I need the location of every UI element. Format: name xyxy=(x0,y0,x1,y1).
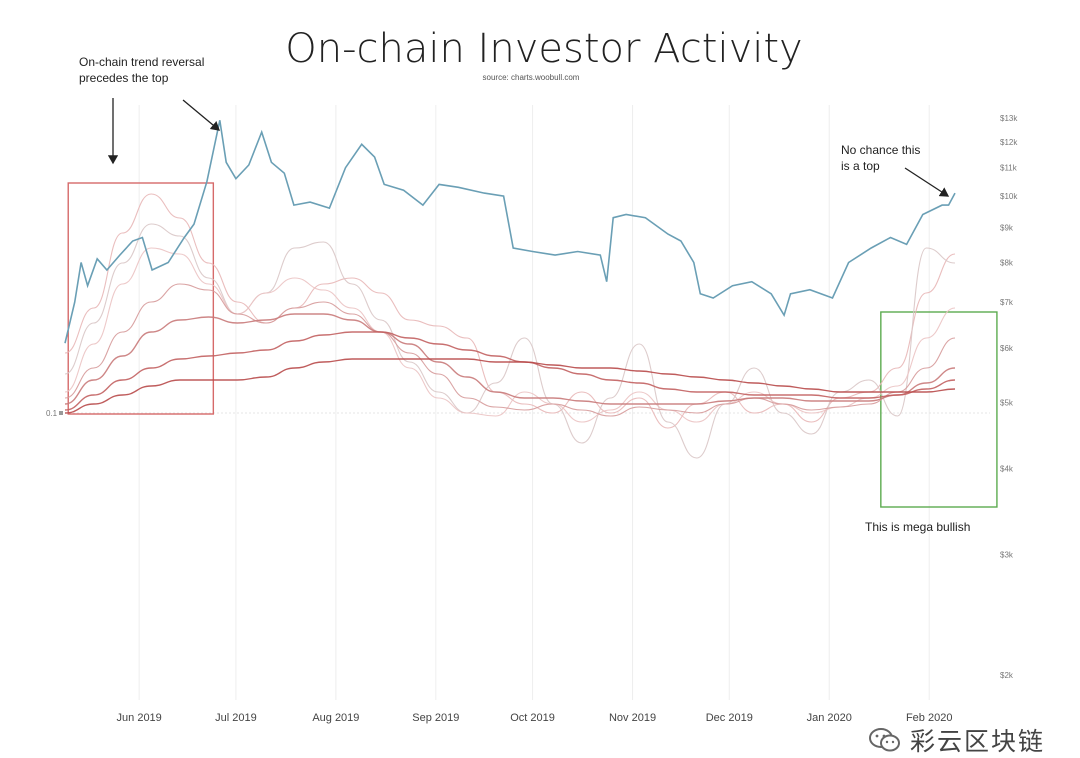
indicator-series-line xyxy=(64,283,956,417)
x-tick-label: Feb 2020 xyxy=(906,712,952,724)
annotation-reversal-line1: On-chain trend reversal xyxy=(79,55,204,69)
price-line xyxy=(64,120,956,344)
wechat-icon xyxy=(868,726,902,754)
y-left-tick-label: 0.1 xyxy=(46,409,58,418)
y-tick-label: $7k xyxy=(1000,298,1014,307)
y-axis-right: $13k $12k $11k $10k $9k $8k $7k $6k $5k $4k $3k $2k… xyxy=(46,114,1018,680)
grid xyxy=(65,105,990,700)
x-tick-label: Dec 2019 xyxy=(706,712,753,724)
y-tick-label: $3k xyxy=(1000,550,1014,559)
indicator-series-line xyxy=(64,247,956,423)
y-tick-label: $10k xyxy=(1000,192,1018,201)
y-tick-label: $5k xyxy=(1000,398,1014,407)
annotations: On-chain trend reversal precedes the top N… xyxy=(79,55,970,534)
chart-subtitle: source: charts.woobull.com xyxy=(483,73,580,82)
annotation-bullish: This is mega bullish xyxy=(865,520,970,534)
arrow-top-icon xyxy=(182,99,220,131)
y-tick-label: $13k xyxy=(1000,114,1018,123)
y-tick-label: $4k xyxy=(1000,465,1014,474)
watermark: 彩云区块链 xyxy=(868,722,1045,758)
x-tick-label: Jul 2019 xyxy=(215,712,257,724)
y-tick-label: $12k xyxy=(1000,138,1018,147)
highlight-box-green xyxy=(880,311,998,508)
annotation-reversal-line2: precedes the top xyxy=(79,71,169,85)
y-left-tick-mark xyxy=(59,411,63,415)
x-tick-label: Aug 2019 xyxy=(312,712,359,724)
indicator-lines xyxy=(64,193,956,459)
price-series-line xyxy=(64,120,956,344)
x-tick-label: Jan 2020 xyxy=(807,712,852,724)
x-tick-label: Nov 2019 xyxy=(609,712,656,724)
arrow-notop-icon xyxy=(904,167,950,197)
y-tick-label: $11k xyxy=(1000,164,1018,173)
watermark-text: 彩云区块链 xyxy=(910,727,1046,756)
indicator-series-line xyxy=(64,223,956,459)
highlight-box-red xyxy=(67,182,215,415)
chart-title: On-chain Investor Activity xyxy=(285,26,802,72)
y-tick-label: $2k xyxy=(1000,671,1014,680)
indicator-series-line xyxy=(64,358,956,414)
y-tick-label: $8k xyxy=(1000,258,1014,267)
y-tick-label: $6k xyxy=(1000,344,1014,353)
x-tick-label: Sep 2019 xyxy=(412,712,459,724)
x-axis: Jun 2019 Jul 2019 Aug 2019 Sep 2019 Oct 2019… xyxy=(117,712,953,724)
y-tick-label: $9k xyxy=(1000,223,1014,232)
indicator-series-line xyxy=(64,313,956,405)
annotation-notop-line2: is a top xyxy=(841,159,880,173)
highlight-boxes xyxy=(67,182,998,508)
x-tick-label: Jun 2019 xyxy=(117,712,162,724)
annotation-notop-line1: No chance this xyxy=(841,143,920,157)
x-tick-label: Oct 2019 xyxy=(510,712,555,724)
indicator-series-line xyxy=(64,331,956,411)
